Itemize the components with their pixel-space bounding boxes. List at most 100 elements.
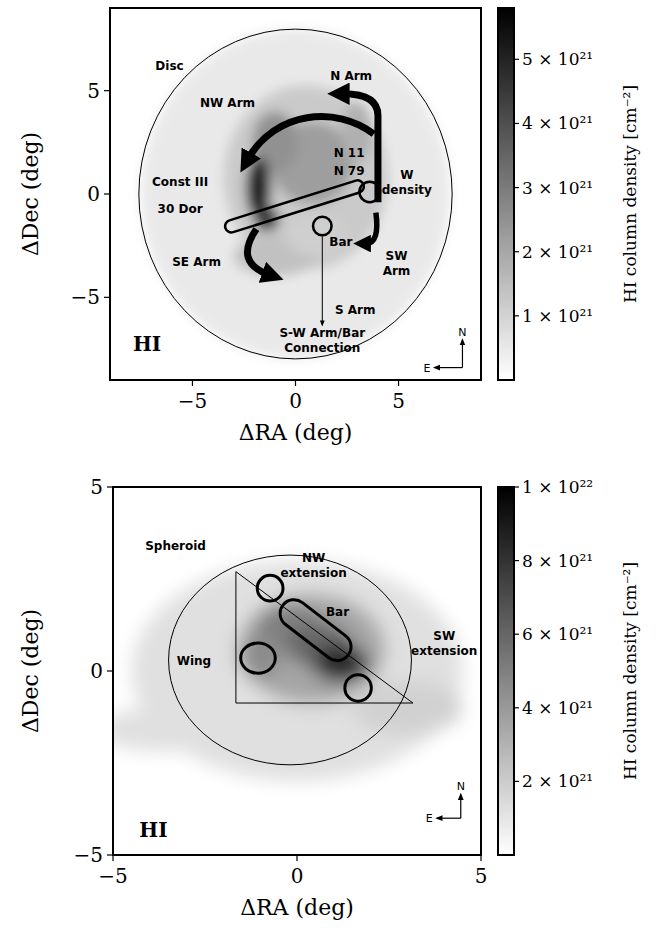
panel: SpheroidNWextensionBarSWextensionWingHIN…	[18, 475, 640, 920]
x-tick	[296, 855, 297, 861]
plot-frame	[113, 487, 481, 855]
annotation-line: SW	[386, 249, 408, 263]
colorbar-tick	[514, 315, 519, 316]
compass-north: N	[458, 326, 466, 339]
sw-arm-arrow	[366, 213, 377, 244]
hi-emission	[238, 634, 282, 678]
annotation: Const III	[152, 175, 208, 189]
y-tick-label: −5	[71, 285, 100, 309]
colorbar-tick-label: 8 × 10²¹	[522, 551, 593, 571]
compass-east-arrow	[434, 367, 462, 368]
y-tick-label: 5	[87, 79, 100, 103]
y-tick	[104, 297, 110, 298]
y-tick-label: 0	[90, 659, 103, 683]
annotation-shapes	[139, 29, 452, 359]
colorbar-tick	[514, 187, 519, 188]
colorbar-tick-label: 3 × 10²¹	[522, 178, 593, 198]
y-tick	[104, 193, 110, 194]
nw-arm-arrow	[248, 117, 374, 159]
colorbar-tick-label: 1 × 10²¹	[522, 306, 593, 326]
colorbar-tick	[514, 781, 519, 782]
annotation-line: W	[400, 168, 413, 182]
density-blur	[141, 29, 450, 359]
compass-east: E	[426, 812, 433, 825]
y-axis-title: ΔDec (deg)	[18, 132, 43, 256]
colorbar-tick-label: 1 × 10²²	[522, 477, 593, 497]
annotation: SE Arm	[172, 255, 221, 269]
compass-north: N	[457, 780, 465, 793]
y-tick	[107, 854, 113, 855]
annotation: Wing	[177, 654, 211, 668]
colorbar-tick-label: 2 × 10²¹	[522, 771, 593, 791]
colorbar-tick	[514, 251, 519, 252]
y-tick	[104, 90, 110, 91]
hi-emission	[238, 594, 385, 704]
colorbar-title: HI column density [cm⁻²]	[620, 85, 640, 303]
annotation: SWextension	[411, 629, 477, 658]
density-blur	[113, 561, 463, 782]
annotation-line: extension	[280, 566, 346, 580]
annotation: Spheroid	[145, 539, 206, 553]
colorbar-tick-label: 2 × 10²¹	[522, 242, 593, 262]
bar-outline	[275, 594, 357, 666]
colorbar-tick	[514, 123, 519, 124]
annotation: N 79	[334, 164, 365, 178]
x-axis-title: ΔRA (deg)	[239, 420, 353, 445]
plot-background	[113, 487, 481, 855]
compass-north-arrow	[460, 794, 461, 818]
annotation-line: S-W Arm/Bar	[279, 326, 365, 340]
x-tick-label: 0	[291, 864, 304, 888]
annotation: N Arm	[330, 69, 372, 83]
annotation: S-W Arm/BarConnection	[279, 326, 365, 355]
y-tick	[107, 670, 113, 671]
sw-connection-circle	[313, 217, 332, 236]
annotation: NWextension	[280, 551, 346, 580]
hi-emission	[113, 708, 242, 752]
spheroid-outline	[169, 555, 412, 765]
annotation-line: SW	[433, 629, 455, 643]
y-tick	[107, 486, 113, 487]
x-tick	[192, 380, 193, 386]
plot-background	[110, 8, 481, 380]
x-tick	[480, 855, 481, 861]
wing-triangle	[236, 572, 413, 703]
y-tick-label: −5	[74, 843, 103, 867]
bar-outline	[224, 179, 366, 234]
colorbar-tick	[514, 486, 519, 487]
x-tick-label: 0	[289, 389, 302, 413]
y-tick-label: 5	[90, 475, 103, 499]
colorbar	[498, 487, 514, 855]
colorbar-tick-label: 4 × 10²¹	[522, 113, 593, 133]
plot-frame	[110, 8, 481, 380]
panel-label: HI	[139, 818, 167, 842]
x-tick-label: −5	[178, 389, 207, 413]
annotation: Bar	[326, 605, 349, 619]
colorbar-tick-label: 4 × 10²¹	[522, 698, 593, 718]
colorbar-tick-label: 6 × 10²¹	[522, 624, 593, 644]
annotation: NW Arm	[200, 96, 255, 110]
region-circle	[257, 575, 283, 601]
annotation-line: Connection	[284, 341, 360, 355]
x-tick	[295, 380, 296, 386]
x-tick	[398, 380, 399, 386]
annotation: Disc	[155, 59, 183, 73]
annotation-line: Arm	[383, 264, 411, 278]
colorbar-tick	[514, 707, 519, 708]
annotation-line: density	[382, 183, 432, 197]
colorbar	[498, 8, 514, 380]
x-tick	[112, 855, 113, 861]
annotation-line: NW	[302, 551, 325, 565]
panel-label: HI	[133, 332, 161, 356]
annotation-line: extension	[411, 644, 477, 658]
figure: Disc N Arm NW Arm N 11 N 79 Wdensity Const III…	[0, 0, 657, 940]
x-axis-title: ΔRA (deg)	[240, 895, 354, 920]
annotation: N 11	[334, 146, 365, 160]
colorbar-title: HI column density [cm⁻²]	[620, 562, 640, 780]
hi-emission	[141, 29, 450, 359]
density-map	[113, 561, 463, 782]
region-circle	[345, 675, 371, 701]
colorbar-tick	[514, 59, 519, 60]
annotation-shapes	[169, 555, 413, 765]
y-tick-label: 0	[87, 182, 100, 206]
y-axis-title: ΔDec (deg)	[18, 609, 43, 733]
